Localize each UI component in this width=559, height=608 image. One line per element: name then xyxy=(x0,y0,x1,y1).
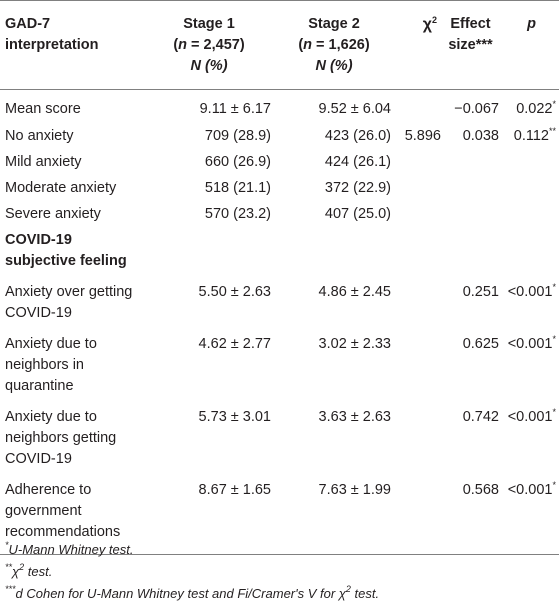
stage1-value: 660 (26.9) xyxy=(204,153,271,170)
table-row: No anxiety 709 (28.9) 423 (26.0) 5.896 0… xyxy=(0,123,559,149)
stage1-value: 709 (28.9) xyxy=(204,127,271,144)
effect-value: 0.568 xyxy=(441,476,500,555)
p-value xyxy=(500,201,559,227)
row-label: Anxiety due to neighbors in quarantine xyxy=(5,335,97,394)
row-label: Severe anxiety xyxy=(5,205,101,222)
p-value: 0.022* xyxy=(516,99,556,118)
header-chi-square: χ2 xyxy=(397,0,441,90)
stage1-value: 4.62 ± 2.77 xyxy=(198,335,271,352)
stage2-value: 407 (25.0) xyxy=(324,205,391,222)
gad7-table: GAD-7 interpretation Stage 1 (n = 2,457)… xyxy=(0,0,559,555)
effect-value: 0.625 xyxy=(462,335,499,352)
header-interpretation: GAD-7 interpretation xyxy=(0,0,147,90)
header-effect-size: Effect size*** xyxy=(441,0,500,90)
stage2-value: 423 (26.0) xyxy=(324,127,391,144)
header-stage2: Stage 2 (n = 1,626) N (%) xyxy=(271,0,397,90)
chi2-value: 5.896 xyxy=(404,127,441,144)
table-row: Anxiety over getting COVID-19 5.50 ± 2.6… xyxy=(0,279,559,331)
row-label: Adherence to government recommendations xyxy=(0,476,147,555)
table-row: Severe anxiety 570 (23.2) 407 (25.0) xyxy=(0,201,559,227)
chi2-value xyxy=(397,90,441,123)
header-row: GAD-7 interpretation Stage 1 (n = 2,457)… xyxy=(0,0,559,90)
chi2-value xyxy=(397,404,441,477)
footnote-3: ***d Cohen for U-Mann Whitney test and F… xyxy=(5,584,380,602)
chi2-value xyxy=(397,331,441,404)
stage2-value: 3.02 ± 2.33 xyxy=(318,335,391,352)
chi2-value xyxy=(397,476,441,555)
stage1-value: 8.67 ± 1.65 xyxy=(147,476,271,555)
section-header-row: COVID-19 subjective feeling xyxy=(0,227,559,279)
stage2-value: 9.52 ± 6.04 xyxy=(318,101,391,117)
p-value: <0.001* xyxy=(507,333,556,352)
table-row: Adherence to government recommendations … xyxy=(0,476,559,555)
stage1-value: 570 (23.2) xyxy=(204,205,271,222)
footnote-2: **χ2 test. xyxy=(5,562,53,580)
row-label: Anxiety due to neighbors getting COVID-1… xyxy=(5,408,117,467)
table-row: Moderate anxiety 518 (21.1) 372 (22.9) xyxy=(0,175,559,201)
chi2-value xyxy=(397,149,441,175)
chi2-value xyxy=(397,201,441,227)
stage1-value: 9.11 ± 6.17 xyxy=(199,101,271,117)
row-label: Mild anxiety xyxy=(5,153,82,170)
effect-value: 0.038 xyxy=(462,127,499,144)
p-value: 0.112** xyxy=(513,125,556,144)
effect-value: −0.067 xyxy=(454,101,499,117)
chi2-value xyxy=(397,279,441,331)
table-row: Mild anxiety 660 (26.9) 424 (26.1) xyxy=(0,149,559,175)
row-label: Anxiety over getting COVID-19 xyxy=(5,283,133,321)
row-label: Moderate anxiety xyxy=(5,179,117,196)
table-footnotes: *U-Mann Whitney test. **χ2 test. ***d Co… xyxy=(5,539,379,605)
row-label: Mean score xyxy=(5,101,81,117)
footnote-1: *U-Mann Whitney test. xyxy=(5,540,134,558)
effect-value xyxy=(441,175,500,201)
stage1-value: 5.73 ± 3.01 xyxy=(198,408,271,425)
header-stage1: Stage 1 (n = 2,457) N (%) xyxy=(147,0,271,90)
stage1-value: 5.50 ± 2.63 xyxy=(198,283,271,300)
p-value xyxy=(500,149,559,175)
p-value xyxy=(500,175,559,201)
chi2-value xyxy=(397,175,441,201)
stage2-value: 372 (22.9) xyxy=(324,179,391,196)
row-label: No anxiety xyxy=(5,127,74,144)
table-row: Mean score 9.11 ± 6.17 9.52 ± 6.04 −0.06… xyxy=(0,90,559,123)
p-value: <0.001* xyxy=(507,281,556,300)
effect-value xyxy=(441,201,500,227)
table-row: Anxiety due to neighbors in quarantine 4… xyxy=(0,331,559,404)
effect-value xyxy=(441,149,500,175)
p-value: <0.001* xyxy=(507,406,556,425)
effect-value: 0.742 xyxy=(462,408,499,425)
table-row: Anxiety due to neighbors getting COVID-1… xyxy=(0,404,559,477)
header-p-value: p xyxy=(500,0,559,90)
stage2-value: 3.63 ± 2.63 xyxy=(318,408,391,425)
stage2-value: 4.86 ± 2.45 xyxy=(318,283,391,300)
stage1-value: 518 (21.1) xyxy=(204,179,271,196)
section-title: COVID-19 subjective feeling xyxy=(5,231,127,269)
p-value: <0.001* xyxy=(500,476,559,555)
effect-value: 0.251 xyxy=(462,283,499,300)
stage2-value: 424 (26.1) xyxy=(324,153,391,170)
stage2-value: 7.63 ± 1.99 xyxy=(271,476,397,555)
